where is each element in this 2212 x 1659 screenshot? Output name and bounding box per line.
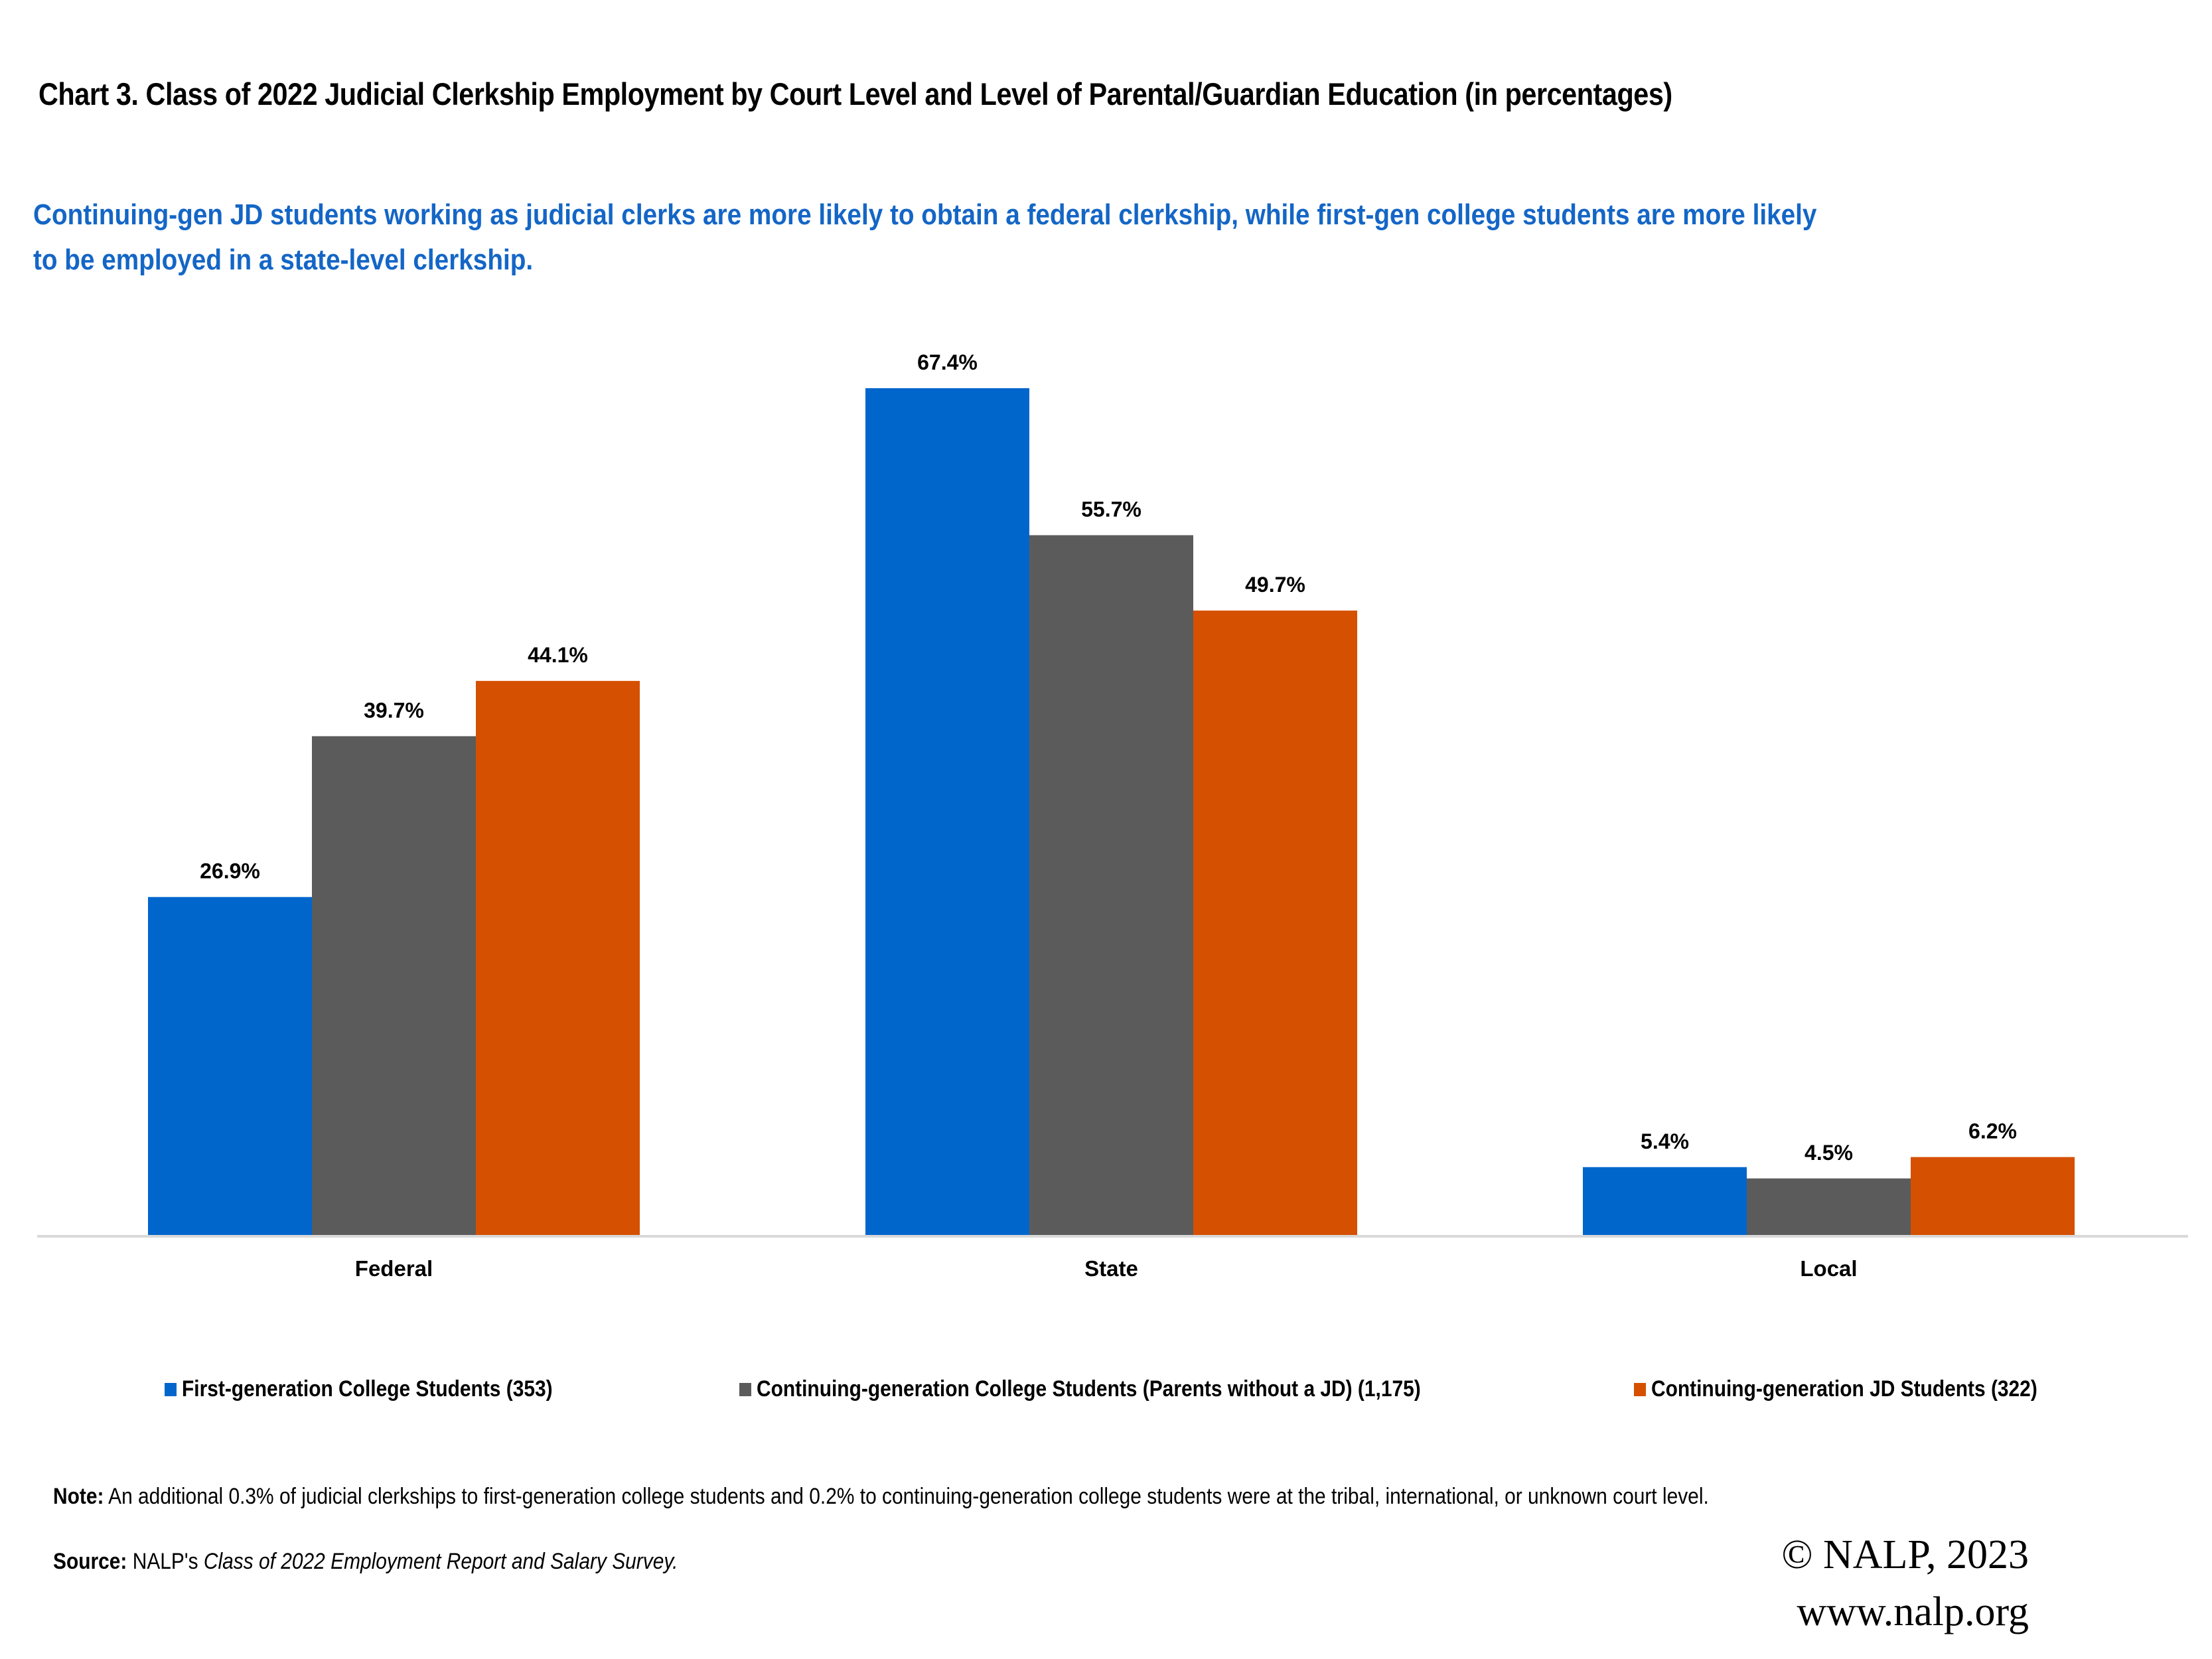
chart-title: Chart 3. Class of 2022 Judicial Clerkshi… [38,76,1672,111]
legend-swatch-first-gen [165,1382,177,1396]
category-label-state: State [1084,1256,1138,1281]
data-label-state-series-2: 55.7% [1081,498,1142,522]
data-label-state-series-3: 49.7% [1245,573,1305,597]
legend-swatch-continuing-gen-jd [1634,1382,1646,1396]
category-labels-group: Federal State Local [355,1256,1858,1281]
data-labels-group: 26.9% 67.4% 5.4% 39.7% 55.7% 4.5% 44.1% 49.7% 6.… [200,350,2017,1165]
bar-local-series-1 [1583,1167,1747,1235]
copyright-text: © NALP, 2023 [1781,1532,2029,1577]
data-label-local-series-1: 5.4% [1641,1129,1689,1153]
copyright-block: © NALP, 2023 www.nalp.org [1781,1526,2029,1640]
category-label-local: Local [1800,1256,1857,1281]
data-label-state-series-1: 67.4% [917,350,978,374]
data-label-local-series-3: 6.2% [1968,1119,2017,1143]
bar-state-series-1 [865,388,1029,1235]
bar-federal-series-3 [476,681,640,1235]
footnote: Note: An additional 0.3% of judicial cle… [53,1484,1709,1510]
legend-item-continuing-gen-college: Continuing-generation College Students (… [739,1376,1511,1402]
legend-label-continuing-gen-college: Continuing-generation College Students (… [757,1376,1421,1402]
bar-chart: 26.9% 67.4% 5.4% 39.7% 55.7% 4.5% 44.1% 49.7% 6.… [37,350,2188,1281]
source-title: Class of 2022 Employment Report and Sala… [203,1549,678,1574]
legend-swatch-continuing-gen-college [739,1382,751,1396]
data-label-federal-series-2: 39.7% [364,698,424,722]
chart-subtitle: Continuing-gen JD students working as ju… [33,198,1817,276]
data-label-federal-series-3: 44.1% [528,643,588,667]
note-text: An additional 0.3% of judicial clerkship… [104,1484,1709,1509]
legend: First-generation College Students (353) … [0,1376,2212,1409]
source-prefix: NALP's [127,1549,204,1574]
data-label-local-series-2: 4.5% [1805,1141,1853,1165]
source-label: Source: [53,1549,127,1574]
legend-label-first-gen: First-generation College Students (353) [182,1376,553,1402]
legend-item-continuing-gen-jd: Continuing-generation JD Students (322) [1634,1376,2090,1402]
bar-federal-series-1 [148,897,312,1235]
bar-local-series-3 [1911,1157,2075,1235]
legend-item-first-gen: First-generation College Students (353) [165,1376,603,1402]
bars-group [148,388,2075,1235]
bar-state-series-3 [1193,611,1357,1235]
source-line: Source: NALP's Class of 2022 Employment … [53,1549,678,1575]
bar-local-series-2 [1747,1178,1911,1235]
data-label-federal-series-1: 26.9% [200,859,260,883]
website-text: www.nalp.org [1797,1589,2029,1634]
note-label: Note: [53,1484,104,1509]
legend-label-continuing-gen-jd: Continuing-generation JD Students (322) [1651,1376,2037,1402]
bar-state-series-2 [1029,535,1193,1235]
bar-federal-series-2 [312,736,476,1235]
category-label-federal: Federal [355,1256,433,1281]
